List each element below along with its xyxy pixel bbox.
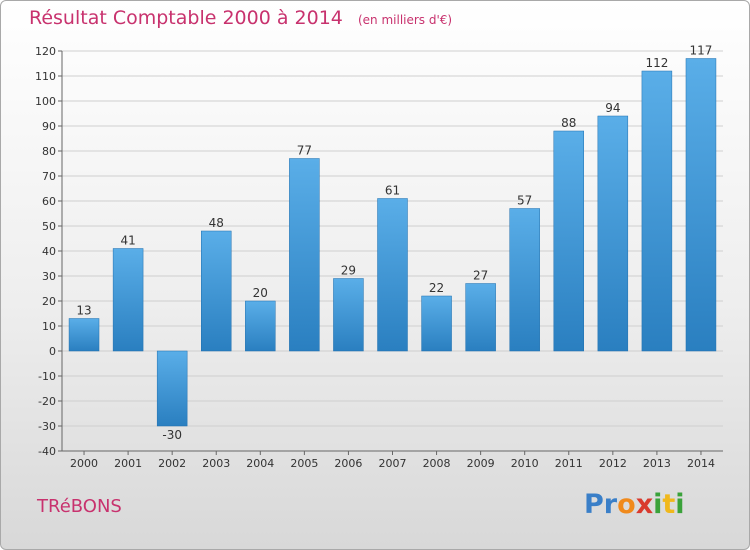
proxiti-logo: Proxiti [584,489,685,520]
data-label: 13 [76,304,91,318]
x-tick-label: 2001 [114,457,142,470]
data-label: 41 [120,234,135,248]
bar [465,283,496,352]
x-tick-label: 2008 [423,457,451,470]
y-tick-label: 10 [42,320,56,333]
y-tick-label: 40 [42,245,56,258]
logo-letter: t [662,489,676,520]
x-tick-label: 2014 [687,457,715,470]
x-tick-label: 2012 [599,457,627,470]
data-label: 48 [209,216,224,230]
data-label: 22 [429,281,444,295]
data-label: 112 [645,56,668,70]
commune-name: TRéBONS [37,496,122,517]
bar [509,208,540,352]
y-tick-label: 110 [35,70,56,83]
data-label: 88 [561,116,576,130]
y-tick-label: 20 [42,295,56,308]
y-tick-label: -20 [38,395,56,408]
bar [553,130,584,352]
x-tick-label: 2010 [511,457,539,470]
bar [421,295,452,352]
bar [112,248,144,352]
data-label: 61 [385,184,400,198]
logo-letter: r [603,489,618,520]
y-tick-label: -40 [38,445,56,458]
x-tick-label: 2011 [555,457,583,470]
x-tick-label: 2004 [246,457,274,470]
chart-subtitle: (en milliers d'€) [357,13,453,27]
data-label: 77 [297,144,312,158]
data-label: 20 [253,286,268,300]
chart-title: Résultat Comptable 2000 à 2014 [29,7,343,29]
y-tick-label: 60 [42,195,56,208]
x-tick-label: 2000 [70,457,98,470]
x-tick-label: 2006 [334,457,362,470]
logo-letter: i [675,489,685,520]
title-row: Résultat Comptable 2000 à 2014 (en milli… [29,7,452,29]
bar [289,158,320,352]
x-tick-label: 2013 [643,457,671,470]
bar [245,300,276,352]
data-label: -30 [162,428,182,442]
logo-letter: P [584,489,604,520]
x-tick-label: 2007 [379,457,407,470]
logo-letter: x [635,489,654,520]
y-tick-label: 80 [42,145,56,158]
bar [597,115,629,352]
y-tick-label: 30 [42,270,56,283]
y-tick-label: -30 [38,420,56,433]
y-tick-label: 0 [49,345,56,358]
bar [201,230,232,352]
x-tick-label: 2002 [158,457,186,470]
y-tick-label: -10 [38,370,56,383]
bar [156,350,188,427]
data-label: 94 [605,101,620,115]
y-tick-label: 70 [42,170,56,183]
logo-letter: i [653,489,663,520]
y-tick-label: 50 [42,220,56,233]
data-label: 117 [690,44,713,58]
bar [685,58,717,352]
logo-letter: o [617,489,636,520]
y-tick-label: 120 [35,45,56,58]
y-tick-label: 90 [42,120,56,133]
y-tick-label: 100 [35,95,56,108]
data-label: 29 [341,264,356,278]
x-tick-label: 2003 [202,457,230,470]
bar [641,70,673,352]
bar [333,278,364,352]
bar [377,198,408,352]
x-tick-label: 2009 [467,457,495,470]
bar [68,318,100,352]
data-label: 57 [517,194,532,208]
data-label: 27 [473,269,488,283]
x-tick-label: 2005 [290,457,318,470]
